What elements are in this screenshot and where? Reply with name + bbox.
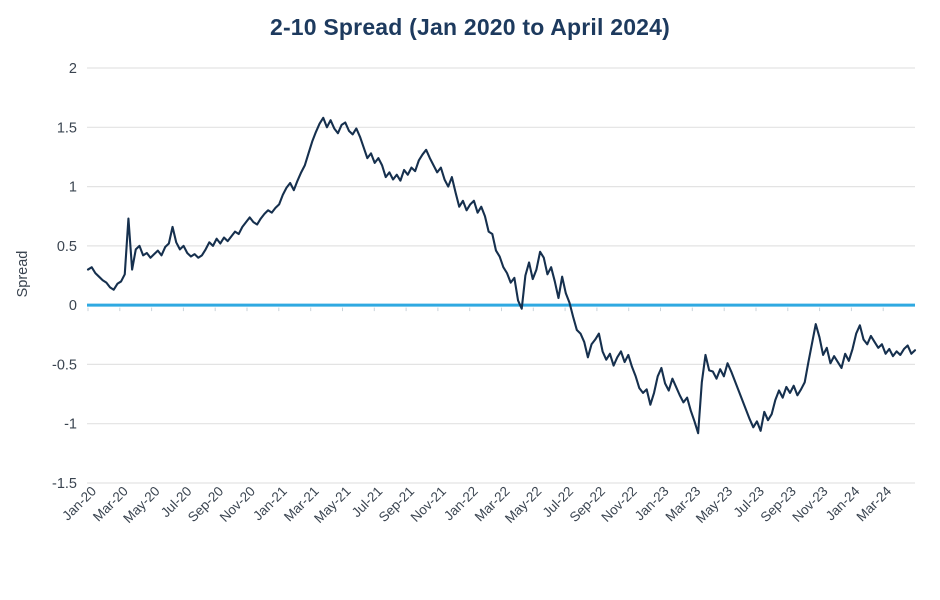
y-tick-label: -0.5	[52, 357, 77, 373]
y-tick-label: -1.5	[52, 476, 77, 492]
y-tick-label: -1	[64, 417, 77, 433]
x-tick-label: Mar-24	[853, 483, 894, 524]
y-tick-label: 1.5	[57, 120, 77, 136]
x-tick-label: May-23	[693, 484, 735, 526]
chart-title: 2-10 Spread (Jan 2020 to April 2024)	[269, 14, 671, 40]
x-tick-label: Nov-20	[217, 484, 258, 525]
x-tick-label: Nov-21	[408, 484, 449, 525]
y-tick-label: 1	[69, 180, 77, 196]
x-tick-label: Nov-23	[789, 484, 830, 525]
x-tick-label: Nov-22	[598, 484, 639, 525]
y-tick-label: 2	[69, 61, 77, 77]
y-tick-label: 0.5	[57, 239, 77, 255]
y-tick-label: 0	[69, 298, 77, 314]
spread-line-path	[86, 116, 917, 435]
